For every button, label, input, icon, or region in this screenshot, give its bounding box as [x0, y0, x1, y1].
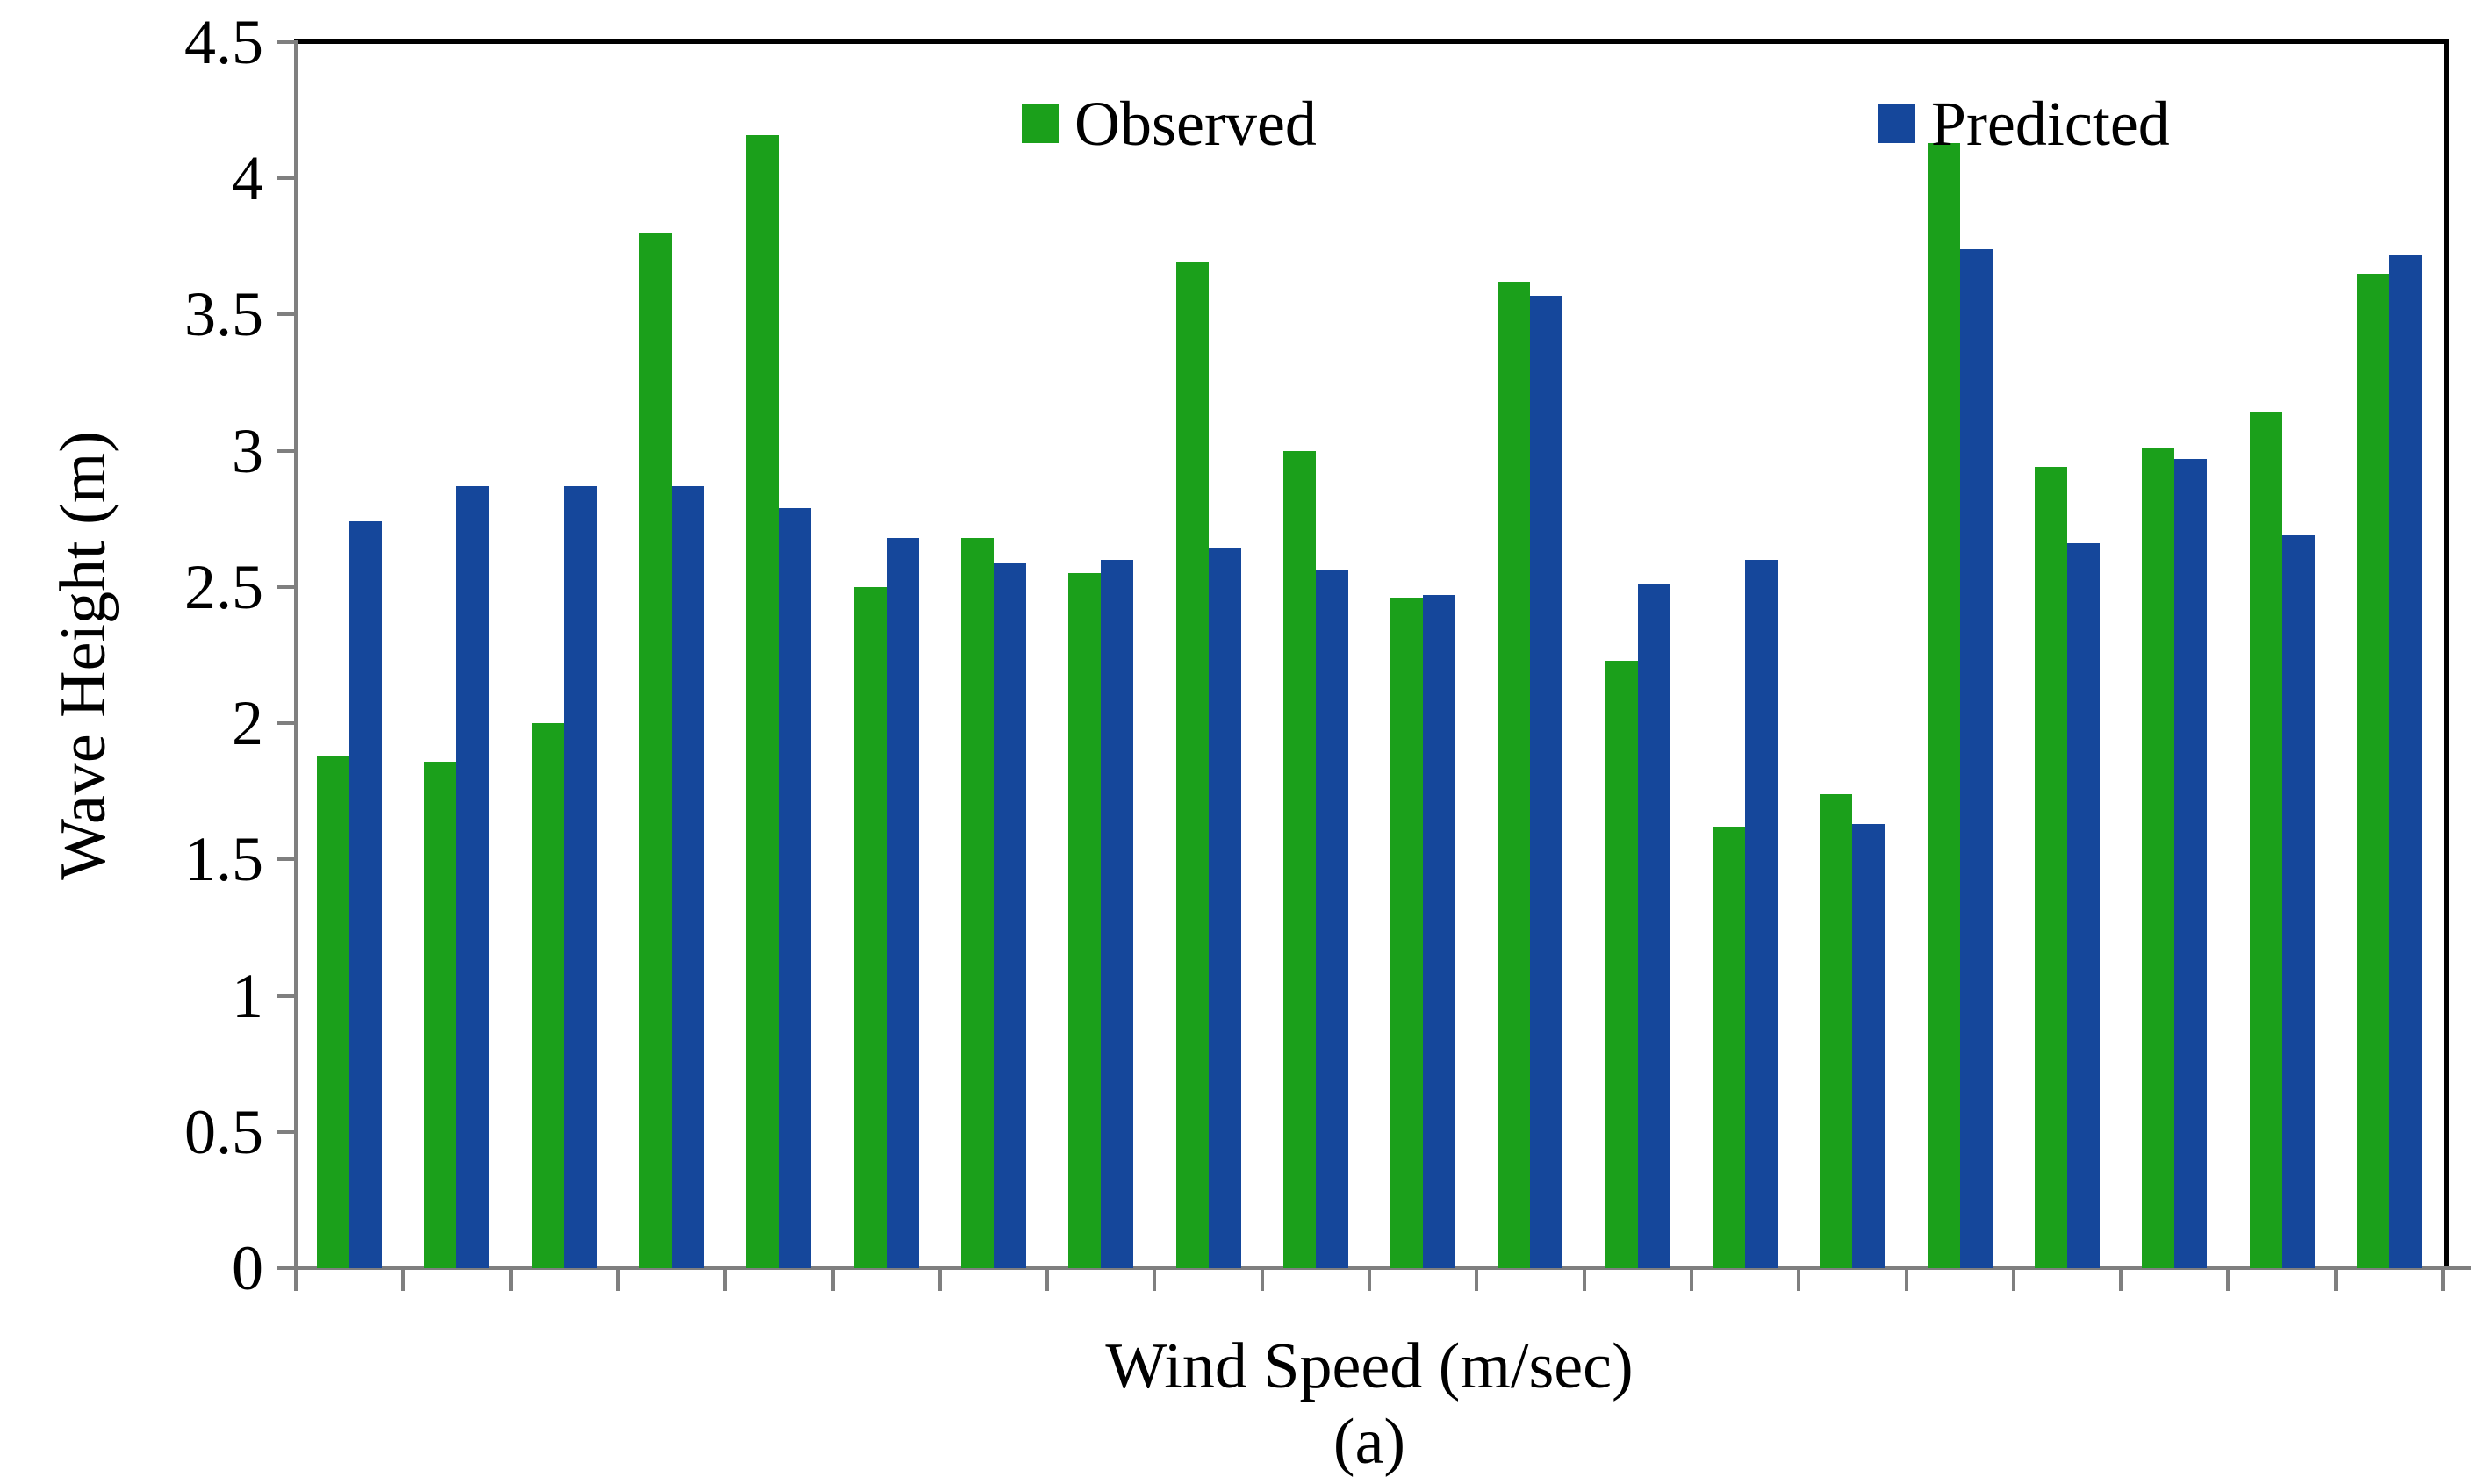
y-tick-label: 4	[232, 143, 263, 214]
predicted-bar	[2388, 255, 2422, 1268]
legend-label-predicted: Predicted	[1930, 89, 2170, 159]
legend-label-observed: Observed	[1074, 89, 1317, 159]
x-tick-mark	[508, 1268, 513, 1291]
observed-bar	[1498, 282, 1531, 1268]
x-tick-mark	[2333, 1268, 2338, 1291]
figure-caption: (a)	[1332, 1406, 1406, 1478]
predicted-series-swatch-icon	[1878, 104, 1915, 143]
y-tick-mark	[277, 584, 296, 589]
plot-border-top	[294, 39, 2449, 44]
x-axis-title: Wind Speed (m/sec)	[1105, 1330, 1634, 1402]
x-axis-line	[279, 1266, 2471, 1270]
y-tick-label: 1	[232, 960, 263, 1031]
y-tick-mark	[277, 312, 296, 317]
predicted-bar	[1423, 595, 1456, 1268]
predicted-bar	[1852, 823, 1886, 1268]
observed-bar	[2142, 448, 2175, 1268]
observed-bar	[1068, 573, 1102, 1268]
predicted-bar	[2281, 534, 2315, 1268]
x-tick-mark	[2226, 1268, 2230, 1291]
observed-bar	[424, 761, 457, 1268]
x-tick-mark	[830, 1268, 835, 1291]
predicted-bar	[672, 486, 705, 1268]
observed-bar	[1605, 660, 1638, 1268]
y-tick-mark	[277, 1129, 296, 1134]
predicted-bar	[2174, 458, 2208, 1268]
observed-bar	[746, 134, 779, 1268]
observed-bar	[2034, 467, 2067, 1268]
y-tick-mark	[277, 993, 296, 998]
x-tick-mark	[1260, 1268, 1264, 1291]
x-tick-mark	[1045, 1268, 1050, 1291]
x-tick-mark	[1475, 1268, 1479, 1291]
x-tick-mark	[1689, 1268, 1693, 1291]
observed-bar	[853, 586, 887, 1268]
plot-border-right	[2444, 39, 2449, 1270]
observed-bar	[639, 233, 672, 1268]
predicted-bar	[456, 486, 490, 1268]
x-tick-mark	[615, 1268, 620, 1291]
observed-bar	[1713, 827, 1746, 1268]
y-tick-mark	[277, 176, 296, 181]
y-tick-label: 2.5	[184, 551, 263, 622]
predicted-bar	[993, 562, 1026, 1268]
predicted-bar	[349, 521, 383, 1268]
observed-bar	[1927, 142, 1960, 1268]
y-tick-label: 4.5	[184, 7, 263, 77]
y-tick-mark	[277, 1266, 296, 1270]
predicted-bar	[564, 486, 597, 1268]
observed-bar	[2249, 412, 2282, 1268]
observed-series-swatch-icon	[1022, 104, 1059, 143]
observed-bar	[1390, 598, 1424, 1268]
legend: Observed Predicted	[1022, 90, 2170, 157]
observed-bar	[1820, 793, 1853, 1268]
x-tick-mark	[937, 1268, 942, 1291]
y-tick-label: 3	[232, 415, 263, 486]
x-tick-mark	[401, 1268, 406, 1291]
x-tick-mark	[294, 1268, 298, 1291]
y-tick-label: 0	[232, 1233, 263, 1303]
x-tick-mark	[2441, 1268, 2445, 1291]
predicted-bar	[1208, 548, 1241, 1268]
x-tick-mark	[1368, 1268, 1371, 1291]
y-tick-label: 1.5	[184, 824, 263, 895]
x-tick-mark	[2011, 1268, 2015, 1291]
predicted-bar	[2066, 543, 2100, 1268]
predicted-bar	[779, 507, 812, 1268]
predicted-bar	[1637, 584, 1670, 1268]
predicted-bar	[1959, 248, 1993, 1268]
x-tick-mark	[1797, 1268, 1801, 1291]
y-axis-line	[294, 40, 298, 1270]
legend-item-predicted: Predicted	[1878, 90, 2170, 157]
predicted-bar	[886, 538, 919, 1268]
y-tick-mark	[277, 40, 296, 44]
observed-bar	[1282, 450, 1316, 1268]
x-tick-mark	[2119, 1268, 2123, 1291]
x-tick-mark	[1904, 1268, 1908, 1291]
observed-bar	[960, 538, 994, 1268]
y-tick-label: 3.5	[184, 279, 263, 350]
y-tick-mark	[277, 448, 296, 453]
x-tick-mark	[723, 1268, 728, 1291]
observed-bar	[317, 756, 350, 1268]
legend-item-observed: Observed	[1022, 90, 1317, 157]
predicted-bar	[1315, 570, 1348, 1268]
observed-bar	[531, 723, 564, 1268]
y-tick-label: 2	[232, 688, 263, 759]
predicted-bar	[1530, 295, 1563, 1268]
observed-bar	[1175, 262, 1209, 1268]
x-tick-mark	[1153, 1268, 1157, 1291]
y-axis-title: Wave Height (m)	[47, 431, 119, 880]
observed-bar	[2356, 273, 2389, 1268]
predicted-bar	[1745, 559, 1778, 1268]
y-tick-label: 0.5	[184, 1096, 263, 1167]
x-tick-mark	[1582, 1268, 1586, 1291]
predicted-bar	[1101, 559, 1134, 1268]
y-tick-mark	[277, 721, 296, 726]
y-tick-mark	[277, 857, 296, 862]
